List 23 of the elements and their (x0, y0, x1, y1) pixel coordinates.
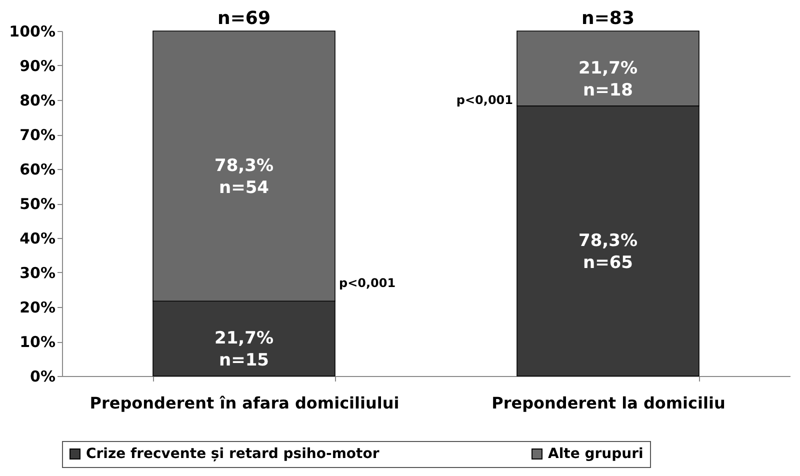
annotation: n=69 (218, 8, 270, 29)
annotation: n=83 (582, 8, 634, 29)
y-tick-label: 50% (20, 195, 56, 213)
y-tick-label: 60% (20, 160, 56, 178)
data-label: 78,3% n=65 (578, 230, 638, 273)
y-tick-label: 40% (20, 230, 56, 248)
y-tick-label: 90% (20, 57, 56, 75)
y-tick-label: 80% (20, 92, 56, 110)
y-tick-label: 70% (20, 126, 56, 144)
data-label: 21,7% n=15 (214, 328, 274, 371)
y-tick-label: 10% (20, 333, 56, 351)
y-tick-label: 0% (30, 368, 56, 386)
data-label: 78,3% n=54 (214, 156, 274, 198)
x-tick-label: Preponderent în afara domiciliului (90, 394, 400, 412)
annotation: p<0,001 (339, 276, 396, 290)
x-tick-label: Preponderent la domiciliu (492, 394, 726, 412)
legend-label: Alte grupuri (548, 446, 644, 462)
y-tick-label: 20% (20, 298, 56, 316)
annotation: p<0,001 (456, 93, 513, 107)
data-label: 21,7% n=18 (578, 58, 638, 100)
y-tick-label: 30% (20, 264, 56, 282)
legend-label: Crize frecvente și retard psiho-motor (86, 446, 380, 462)
y-tick-label: 100% (9, 22, 56, 40)
